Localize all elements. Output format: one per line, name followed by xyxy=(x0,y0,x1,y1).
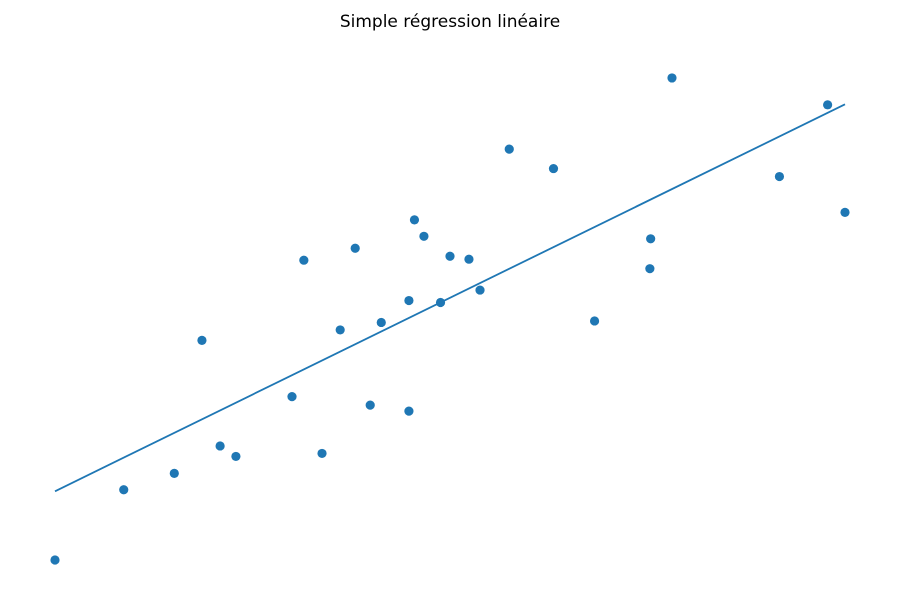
data-point xyxy=(350,243,360,253)
data-point xyxy=(419,231,429,241)
data-point xyxy=(299,255,309,265)
data-point xyxy=(646,234,656,244)
data-point xyxy=(667,73,677,83)
data-point xyxy=(548,163,559,174)
data-point xyxy=(464,254,474,264)
data-point xyxy=(409,215,420,225)
data-point xyxy=(823,100,833,110)
data-point xyxy=(365,400,375,410)
data-point xyxy=(287,392,297,402)
data-points-layer xyxy=(50,73,850,565)
regression-line-layer xyxy=(54,103,846,493)
data-point xyxy=(840,207,850,217)
data-point xyxy=(231,451,241,462)
data-point xyxy=(774,171,785,182)
data-point xyxy=(475,285,485,295)
data-point xyxy=(215,441,225,451)
data-point xyxy=(435,297,446,308)
data-point xyxy=(169,468,179,478)
data-point xyxy=(376,317,386,328)
data-point xyxy=(645,264,655,274)
data-point xyxy=(317,448,327,459)
data-point xyxy=(404,406,414,416)
data-point xyxy=(50,555,60,565)
regression-line xyxy=(54,103,846,493)
data-point xyxy=(335,325,345,335)
data-point xyxy=(197,335,207,345)
data-point xyxy=(589,316,600,326)
chart-title: Simple régression linéaire xyxy=(339,12,561,32)
data-point xyxy=(445,251,455,261)
data-point xyxy=(404,295,414,306)
data-point xyxy=(119,485,129,495)
data-point xyxy=(504,144,514,154)
